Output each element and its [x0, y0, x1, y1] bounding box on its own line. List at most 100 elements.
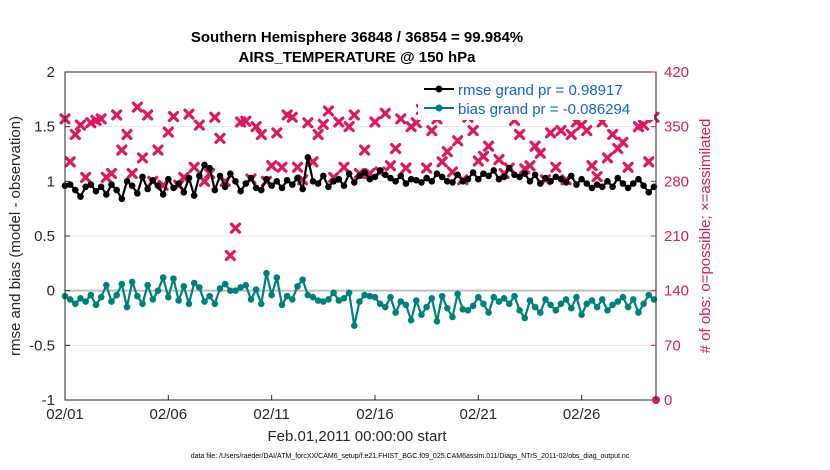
bias-point [330, 289, 337, 297]
bias-point [82, 298, 89, 305]
bias-point [201, 298, 208, 305]
bias-point [283, 292, 291, 300]
y-right-tick-label: 280 [664, 173, 689, 190]
bias-point [216, 285, 224, 292]
obs-assimilated-point [400, 162, 412, 174]
rmse-point [128, 182, 136, 190]
bias-point [526, 297, 534, 304]
bias-point [464, 307, 472, 314]
bias-point [252, 286, 260, 293]
bias-point [505, 300, 513, 308]
bias-point [97, 293, 105, 301]
bias-point [381, 303, 389, 311]
rmse-point [185, 174, 193, 182]
bias-point [340, 295, 348, 302]
bias-point [604, 307, 611, 314]
rmse-point [376, 167, 384, 174]
obs-assimilated-point [390, 142, 402, 155]
bias-point [258, 300, 265, 308]
rmse-point [175, 180, 182, 187]
bias-point [139, 300, 146, 308]
bias-point [407, 316, 415, 324]
obs-assimilated-point [436, 156, 448, 168]
bias-point [206, 292, 213, 300]
rmse-point [196, 172, 203, 180]
bias-point [588, 297, 596, 304]
bias-point [573, 293, 580, 301]
bias-point [103, 281, 110, 289]
rmse-point [170, 184, 177, 192]
rmse-point [469, 169, 477, 176]
obs-assimilated-point [80, 171, 92, 184]
rmse-point [573, 181, 580, 188]
rmse-point [247, 174, 255, 182]
rmse-point [443, 178, 451, 185]
bias-point [552, 307, 560, 314]
bias-point [449, 313, 456, 321]
bias-point [320, 298, 327, 305]
obs-assimilated-point [591, 171, 603, 183]
bias-point [583, 300, 591, 308]
rmse-point [598, 183, 606, 191]
obs-assimilated-point [105, 167, 118, 180]
bias-point [562, 296, 570, 303]
obs-assimilated-point [193, 119, 205, 131]
rmse-point [449, 179, 456, 186]
y-axis-left: -1 -0.5 0 0.5 1 1.5 2 [29, 64, 70, 409]
bias-point [345, 289, 353, 297]
y-right-tick-label: 420 [664, 64, 689, 81]
rmse-point [206, 164, 213, 172]
rmse-point [397, 172, 405, 180]
bias-point [273, 274, 281, 281]
obs-assimilated-point [359, 144, 371, 156]
rmse-point [216, 172, 224, 180]
rmse-point [294, 174, 301, 182]
obs-assimilated-point [266, 160, 278, 172]
rmse-point [309, 178, 317, 185]
x-tick-label: 02/16 [356, 406, 394, 423]
obs-assimilated-point [271, 127, 283, 139]
obs-assimilated-point [229, 222, 242, 234]
bias-point [92, 301, 100, 309]
obs-assimilated-point [369, 116, 381, 128]
bias-point [154, 287, 162, 294]
y-left-tick-label: 2 [47, 64, 55, 81]
y-left-tick-label: 0.5 [34, 228, 55, 245]
obs-assimilated-point [162, 126, 174, 138]
rmse-point [459, 178, 467, 185]
rmse-point [593, 181, 601, 188]
rmse-point [480, 170, 487, 177]
obs-assimilated-point [555, 124, 567, 137]
obs-assimilated-point [116, 144, 128, 156]
bias-point [511, 292, 518, 300]
bias-point [593, 303, 601, 311]
rmse-point [108, 181, 115, 188]
legend-rmse-marker [435, 85, 443, 93]
obs-assimilated-point [379, 107, 391, 119]
bias-point [72, 300, 79, 308]
obs-assimilated-point [550, 161, 562, 173]
bias-point [77, 295, 84, 302]
bias-point [170, 275, 177, 282]
bias-point [309, 293, 317, 301]
bias-point [361, 291, 368, 299]
rmse-point [351, 179, 358, 186]
rmse-point [542, 174, 549, 182]
bias-point [469, 302, 477, 310]
obs-assimilated-point [276, 161, 288, 173]
rmse-point [583, 180, 591, 187]
rmse-point [232, 178, 239, 185]
bias-point [443, 304, 451, 312]
rmse-point [159, 191, 167, 198]
bias-point [542, 296, 549, 303]
rmse-point [278, 184, 286, 192]
rmse-point [139, 173, 146, 181]
rmse-point [474, 175, 482, 183]
obs-assimilated-point [95, 113, 107, 125]
rmse-point [557, 175, 565, 183]
rmse-point [423, 174, 430, 182]
x-axis-label: Feb.01,2011 00:00:00 start [267, 428, 447, 445]
bias-point [227, 287, 234, 294]
rmse-point [604, 178, 611, 185]
bias-point [531, 303, 539, 311]
